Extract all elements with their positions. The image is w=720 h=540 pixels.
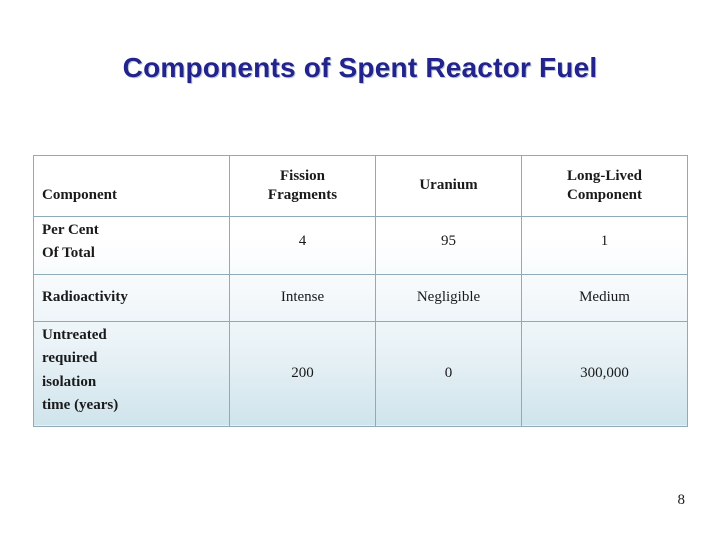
cell-per-cent-uranium: 95 xyxy=(375,216,522,275)
table-header-row: Component Fission Fragments Uranium Long… xyxy=(33,155,688,217)
table-row: Untreated required isolation time (years… xyxy=(33,320,688,427)
cell-isolation-time-long-lived: 300,000 xyxy=(521,320,688,427)
page-title: Components of Spent Reactor Fuel xyxy=(122,52,598,83)
cell-radioactivity-fission-fragments: Intense xyxy=(229,273,376,322)
row-label-radioactivity: Radioactivity xyxy=(33,273,230,322)
header-long-lived-line2: Component xyxy=(566,187,642,203)
row1-label-line1: Per Cent xyxy=(42,222,99,238)
header-cell-component: Component xyxy=(33,155,230,217)
row-label-per-cent-of-total: Per Cent Of Total xyxy=(33,216,230,275)
row3-label-line2: required xyxy=(42,350,98,367)
header-long-lived-line1: Long-Lived xyxy=(566,167,642,184)
header-fission-line2: Fragments xyxy=(267,187,338,203)
header-cell-long-lived: Long-Lived Component xyxy=(521,155,688,217)
header-uranium-label: Uranium xyxy=(419,177,478,194)
table-row: Per Cent Of Total 4 95 1 xyxy=(33,216,688,275)
cell-radioactivity-uranium: Negligible xyxy=(375,273,522,322)
cell-per-cent-long-lived: 1 xyxy=(521,216,688,275)
header-component-label: Component xyxy=(42,186,118,203)
header-cell-uranium: Uranium xyxy=(375,155,522,217)
table-row: Radioactivity Intense Negligible Medium xyxy=(33,273,688,322)
row3-label-line3: isolation xyxy=(42,373,97,390)
cell-per-cent-fission-fragments: 4 xyxy=(229,216,376,275)
cell-isolation-time-uranium: 0 xyxy=(375,320,522,427)
spent-fuel-table-container: Component Fission Fragments Uranium Long… xyxy=(33,155,688,427)
row3-label-line1: Untreated xyxy=(42,327,107,343)
page-number: 8 xyxy=(677,492,686,508)
row3-label-line4: time (years) xyxy=(42,396,119,413)
cell-isolation-time-fission-fragments: 200 xyxy=(229,320,376,427)
row1-label-line2: Of Total xyxy=(42,245,95,262)
row-label-untreated-isolation-time: Untreated required isolation time (years… xyxy=(33,320,230,427)
cell-radioactivity-long-lived: Medium xyxy=(521,273,688,322)
spent-fuel-table: Component Fission Fragments Uranium Long… xyxy=(33,155,688,427)
header-cell-fission-fragments: Fission Fragments xyxy=(229,155,376,217)
header-fission-line1: Fission xyxy=(279,167,325,184)
